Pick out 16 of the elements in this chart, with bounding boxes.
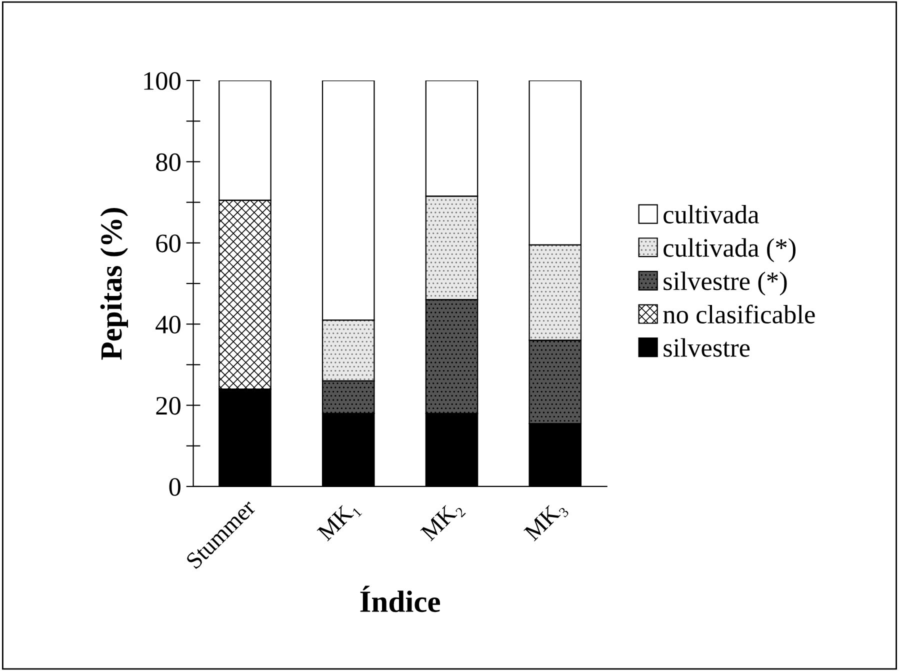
x-tick-label: MK₃ [524, 499, 570, 545]
legend-label: cultivada (*) [664, 238, 796, 262]
legend-label: cultivada [664, 204, 759, 224]
y-tick-label: 100 [144, 72, 180, 90]
legend-label: no clasificable [663, 304, 815, 324]
x-tick-label: MK₂ [420, 499, 466, 545]
y-tick-label: 40 [156, 316, 180, 334]
x-tick-label: MK₁ [316, 499, 362, 545]
x-axis-title: Índice [360, 586, 440, 612]
y-tick-label: 0 [169, 478, 180, 496]
y-tick-label: 60 [156, 234, 180, 252]
legend-label: silvestre (*) [664, 272, 787, 296]
y-tick-label: 20 [156, 396, 180, 415]
y-tick-label: 80 [156, 153, 180, 172]
legend-label: silvestre [664, 338, 750, 357]
y-axis-title: Pepitas (%) [100, 208, 128, 360]
